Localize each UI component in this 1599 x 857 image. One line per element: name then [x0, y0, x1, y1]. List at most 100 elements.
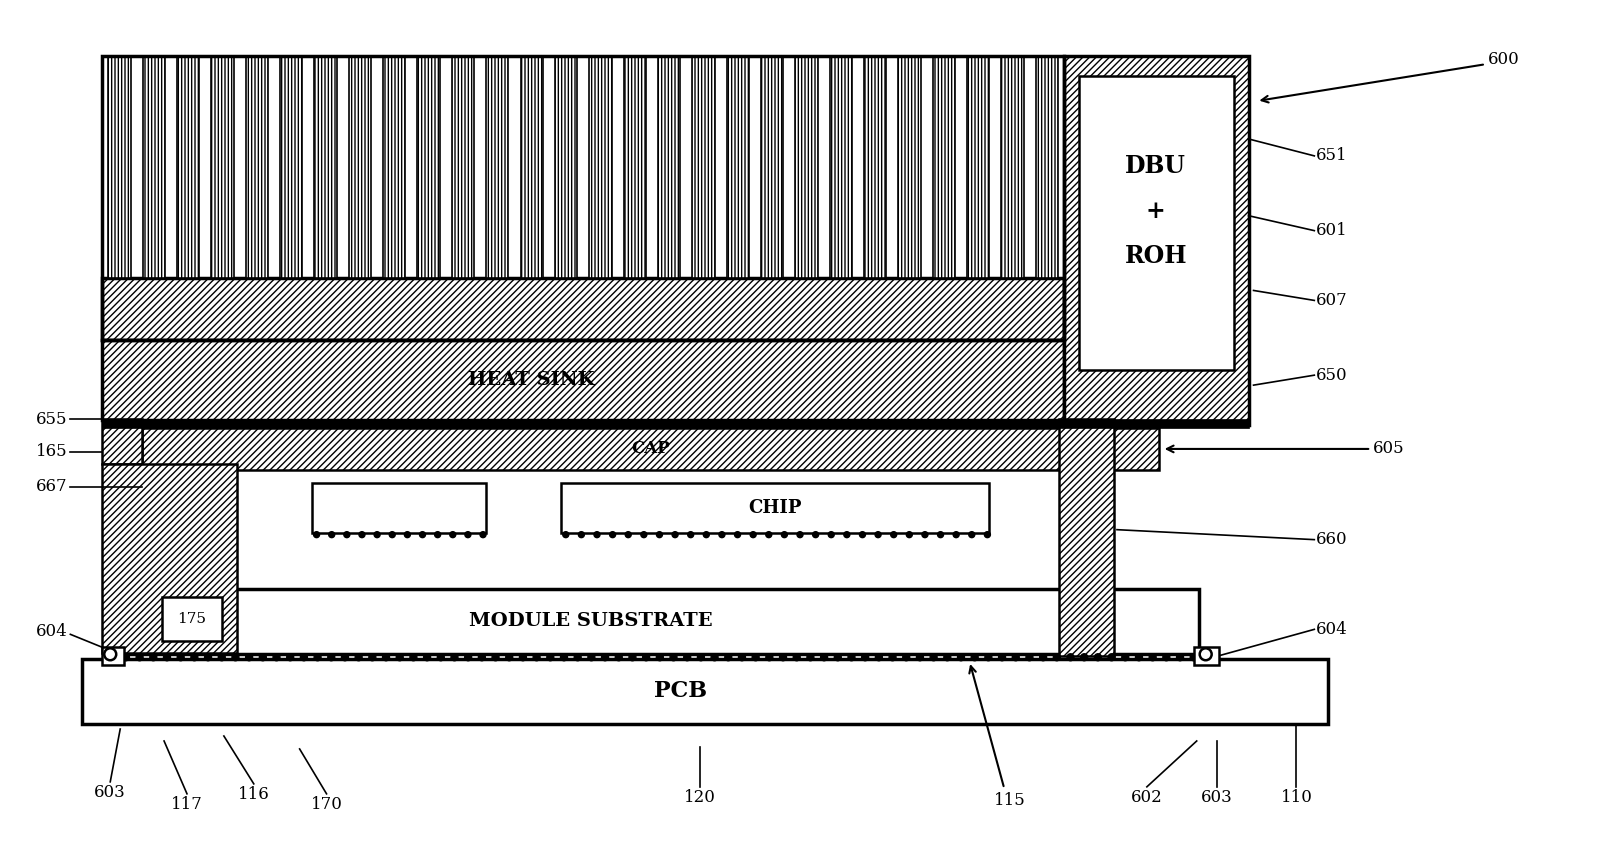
Bar	[82, 659, 1329, 724]
Text: 115: 115	[993, 792, 1025, 809]
Text: CHIP: CHIP	[748, 499, 801, 517]
Text: 110: 110	[1281, 788, 1313, 806]
Circle shape	[656, 654, 664, 661]
Bar	[555, 57, 577, 278]
Circle shape	[520, 654, 526, 661]
Text: DBU: DBU	[1126, 154, 1186, 178]
Circle shape	[397, 654, 403, 661]
Circle shape	[150, 654, 157, 661]
Text: 603: 603	[1201, 788, 1233, 806]
Text: 651: 651	[1316, 147, 1348, 165]
Circle shape	[301, 654, 307, 661]
Bar	[246, 57, 269, 278]
Bar	[726, 57, 748, 278]
Circle shape	[766, 531, 772, 537]
Circle shape	[958, 654, 964, 661]
Circle shape	[123, 654, 130, 661]
Circle shape	[672, 531, 678, 537]
Circle shape	[1067, 654, 1075, 661]
Circle shape	[657, 531, 662, 537]
Bar	[102, 340, 1065, 420]
Circle shape	[451, 654, 457, 661]
Bar	[102, 647, 125, 665]
Circle shape	[177, 654, 184, 661]
Circle shape	[344, 531, 350, 537]
Circle shape	[104, 648, 117, 660]
Circle shape	[1135, 654, 1142, 661]
Text: 117: 117	[171, 796, 203, 812]
Circle shape	[286, 654, 294, 661]
Circle shape	[807, 654, 814, 661]
Circle shape	[419, 531, 425, 537]
Circle shape	[641, 531, 648, 537]
Circle shape	[574, 654, 580, 661]
Circle shape	[588, 654, 595, 661]
Circle shape	[1199, 648, 1212, 660]
Bar	[102, 419, 142, 464]
Circle shape	[1122, 654, 1129, 661]
Circle shape	[437, 654, 445, 661]
Bar	[142, 57, 165, 278]
Circle shape	[985, 654, 991, 661]
Bar	[624, 57, 646, 278]
Bar	[795, 57, 817, 278]
Circle shape	[953, 531, 959, 537]
Circle shape	[1012, 654, 1019, 661]
Circle shape	[734, 531, 740, 537]
Circle shape	[793, 654, 800, 661]
Circle shape	[752, 654, 760, 661]
Bar	[899, 57, 921, 278]
Circle shape	[616, 654, 622, 661]
Circle shape	[369, 654, 376, 661]
Circle shape	[1108, 654, 1115, 661]
Text: 660: 660	[1316, 531, 1348, 548]
Text: 601: 601	[1316, 222, 1348, 239]
Circle shape	[136, 654, 142, 661]
Circle shape	[561, 654, 568, 661]
Circle shape	[969, 531, 975, 537]
Circle shape	[923, 531, 927, 537]
Bar	[932, 57, 955, 278]
Circle shape	[313, 531, 320, 537]
Bar	[315, 57, 337, 278]
Circle shape	[1190, 654, 1198, 661]
Text: 600: 600	[1487, 51, 1519, 68]
Circle shape	[465, 531, 470, 537]
Circle shape	[505, 654, 513, 661]
Circle shape	[724, 654, 732, 661]
Circle shape	[342, 654, 349, 661]
Bar	[830, 57, 852, 278]
Circle shape	[916, 654, 923, 661]
Text: ROH: ROH	[1124, 243, 1186, 267]
Circle shape	[389, 531, 395, 537]
Circle shape	[998, 654, 1006, 661]
Circle shape	[625, 531, 632, 537]
Circle shape	[712, 654, 718, 661]
Circle shape	[862, 654, 868, 661]
Text: 165: 165	[35, 443, 67, 460]
Bar	[863, 57, 886, 278]
Bar	[417, 57, 440, 278]
Circle shape	[782, 531, 787, 537]
Circle shape	[1081, 654, 1087, 661]
Text: 602: 602	[1130, 788, 1162, 806]
Circle shape	[697, 654, 705, 661]
Bar	[109, 57, 131, 278]
Circle shape	[409, 654, 417, 661]
Circle shape	[943, 654, 951, 661]
Circle shape	[860, 531, 865, 537]
Text: HEAT SINK: HEAT SINK	[467, 371, 595, 389]
Circle shape	[985, 531, 990, 537]
Circle shape	[1177, 654, 1183, 661]
Bar	[1059, 419, 1115, 656]
Text: 607: 607	[1316, 292, 1348, 309]
Circle shape	[1027, 654, 1033, 661]
Circle shape	[780, 654, 787, 661]
Circle shape	[492, 654, 499, 661]
Circle shape	[593, 531, 600, 537]
Bar	[349, 57, 371, 278]
Circle shape	[609, 531, 616, 537]
Text: 175: 175	[177, 613, 206, 626]
Text: +: +	[1146, 199, 1166, 223]
Circle shape	[670, 654, 676, 661]
